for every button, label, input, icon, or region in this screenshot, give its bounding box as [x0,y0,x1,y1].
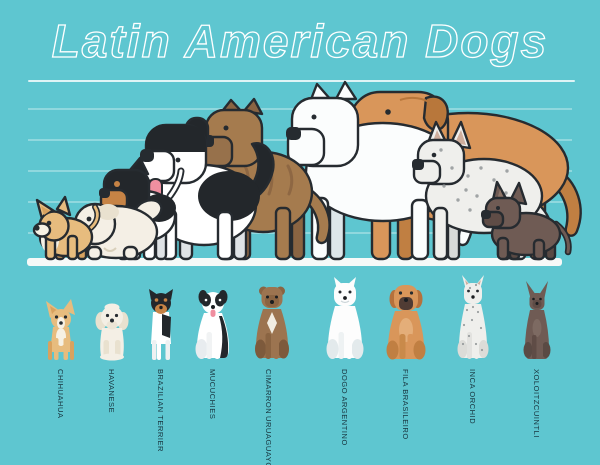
front-dog-mucuchies [195,290,229,359]
front-dog-cimarron-uruguayo [255,286,289,359]
title-underline [28,80,575,82]
breed-label-inca-orchid: INCA ORCHID [468,369,477,425]
front-dog-brazilian-terrier [149,289,173,360]
front-dog-fila-brasileiro [386,285,426,360]
breed-label-line: CIMARRON [264,369,273,415]
inca-orchid-front-speckles [461,283,484,352]
page-title: Latin American Dogs [51,14,549,67]
breed-label-line: URUAGUAYO [264,416,273,465]
front-dog-inca-orchid [457,275,489,359]
breed-label-xoloitzcuintli: XOLOITZCUINTLI [532,369,541,438]
breed-label-fila-brasileiro: FILA BRASILEIRO [401,369,410,440]
side-dog-xoloitzcuintli [481,180,572,261]
front-dog-chihuahua [46,299,75,360]
breed-label-cimarron-uruguayo: CIMARRON URUAGUAYO [264,369,273,465]
breed-label-havanese: HAVANESE [107,369,116,414]
breed-label-brazilian-terrier: BRAZILIAN TERRIER [156,369,165,452]
side-dog-chihuahua [32,195,101,261]
breed-label-mucuchies: MUCUCHIES [208,369,217,420]
breed-label-dogo-argentino: DOGO ARGENTINO [340,369,349,446]
breed-label-chihuahua: CHIHUAHUA [56,369,65,419]
front-dog-havanese [95,303,129,361]
front-dog-xoloitzcuintli [523,281,551,359]
front-dog-dogo-argentino [326,277,364,359]
